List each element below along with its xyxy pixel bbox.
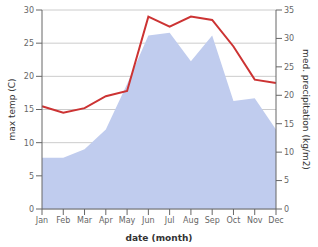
svg-text:15: 15	[284, 120, 294, 129]
svg-text:Oct: Oct	[227, 216, 241, 225]
svg-text:5: 5	[284, 176, 289, 185]
svg-text:Feb: Feb	[56, 216, 70, 225]
svg-text:5: 5	[29, 172, 34, 181]
svg-text:0: 0	[29, 205, 34, 214]
svg-text:15: 15	[24, 105, 34, 114]
svg-text:Mar: Mar	[77, 216, 93, 225]
svg-text:Jul: Jul	[164, 216, 175, 225]
svg-text:Jun: Jun	[141, 216, 155, 225]
svg-text:25: 25	[24, 39, 34, 48]
svg-text:10: 10	[24, 139, 34, 148]
svg-text:30: 30	[284, 34, 294, 43]
svg-text:Jan: Jan	[35, 216, 48, 225]
svg-text:May: May	[119, 216, 136, 225]
svg-text:30: 30	[24, 6, 34, 15]
svg-text:med. precipitation (kg/m2): med. precipitation (kg/m2)	[301, 49, 310, 170]
svg-text:0: 0	[284, 205, 289, 214]
svg-text:Nov: Nov	[247, 216, 263, 225]
svg-text:date (month): date (month)	[126, 233, 193, 243]
svg-text:Sep: Sep	[205, 216, 220, 225]
svg-text:10: 10	[284, 148, 294, 157]
svg-text:Apr: Apr	[99, 216, 114, 225]
svg-text:20: 20	[24, 72, 34, 81]
svg-text:max temp (C): max temp (C)	[8, 78, 17, 140]
svg-text:Aug: Aug	[183, 216, 199, 225]
svg-text:20: 20	[284, 91, 294, 100]
svg-text:25: 25	[284, 63, 294, 72]
svg-text:35: 35	[284, 6, 294, 15]
svg-text:Dec: Dec	[268, 216, 283, 225]
